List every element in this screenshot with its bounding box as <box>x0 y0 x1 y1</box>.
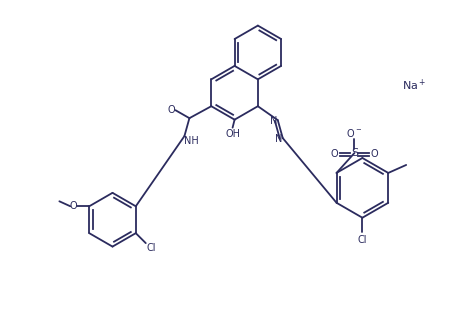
Text: O: O <box>331 149 339 159</box>
Text: O$^-$: O$^-$ <box>346 127 363 139</box>
Text: NH: NH <box>184 136 199 146</box>
Text: Na$^+$: Na$^+$ <box>402 78 426 93</box>
Text: O: O <box>168 105 175 115</box>
Text: OH: OH <box>225 128 240 139</box>
Text: O: O <box>70 201 77 211</box>
Text: N: N <box>275 134 283 144</box>
Text: N: N <box>270 116 278 126</box>
Text: Cl: Cl <box>147 243 157 253</box>
Text: S: S <box>351 148 358 158</box>
Text: Cl: Cl <box>358 234 367 245</box>
Text: O: O <box>370 149 378 159</box>
